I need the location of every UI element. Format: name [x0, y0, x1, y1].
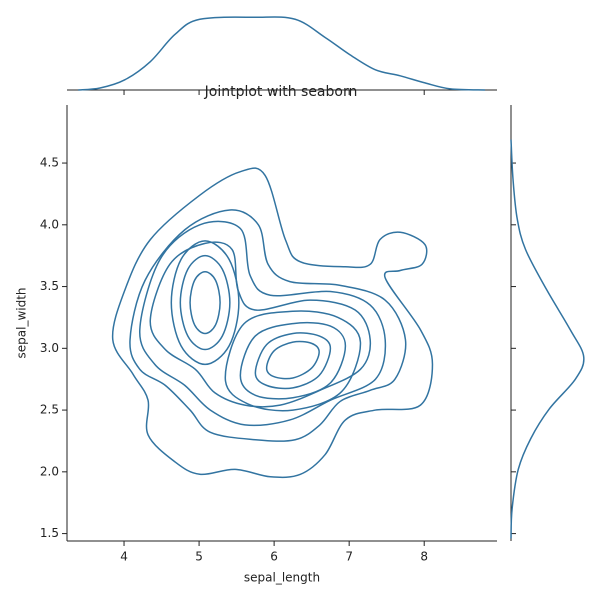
- x-tick-label: 8: [420, 550, 428, 564]
- y-tick-label: 4.0: [40, 217, 59, 231]
- x-axis-label: sepal_length: [244, 571, 320, 585]
- y-tick-label: 2.5: [40, 403, 59, 417]
- kde-contour: [170, 240, 240, 366]
- chart-title: Jointplot with seaborn: [204, 84, 358, 100]
- kde-contour: [265, 340, 320, 380]
- y-tick-label: 4.5: [40, 156, 59, 170]
- kde-contour: [139, 220, 387, 427]
- kde-contour: [254, 332, 332, 390]
- kde-contour: [129, 209, 407, 442]
- x-tick-label: 7: [345, 550, 353, 564]
- x-tick-label: 4: [120, 550, 128, 564]
- x-tick-label: 5: [195, 550, 203, 564]
- y-tick-label: 3.0: [40, 341, 59, 355]
- marginal-y-density: [510, 139, 585, 539]
- kde-contour: [111, 167, 434, 479]
- y-tick-label: 2.0: [40, 464, 59, 478]
- marginal-x-density: [78, 16, 486, 91]
- kde-contour: [189, 270, 221, 335]
- y-axis-label: sepal_width: [15, 287, 29, 358]
- kde-contour: [149, 241, 372, 408]
- y-tick-label: 1.5: [40, 526, 59, 540]
- x-tick-label: 6: [270, 550, 278, 564]
- y-tick-label: 3.5: [40, 279, 59, 293]
- kde-contour: [179, 254, 231, 351]
- kde-contour: [239, 321, 347, 400]
- kde-contour: [224, 310, 362, 412]
